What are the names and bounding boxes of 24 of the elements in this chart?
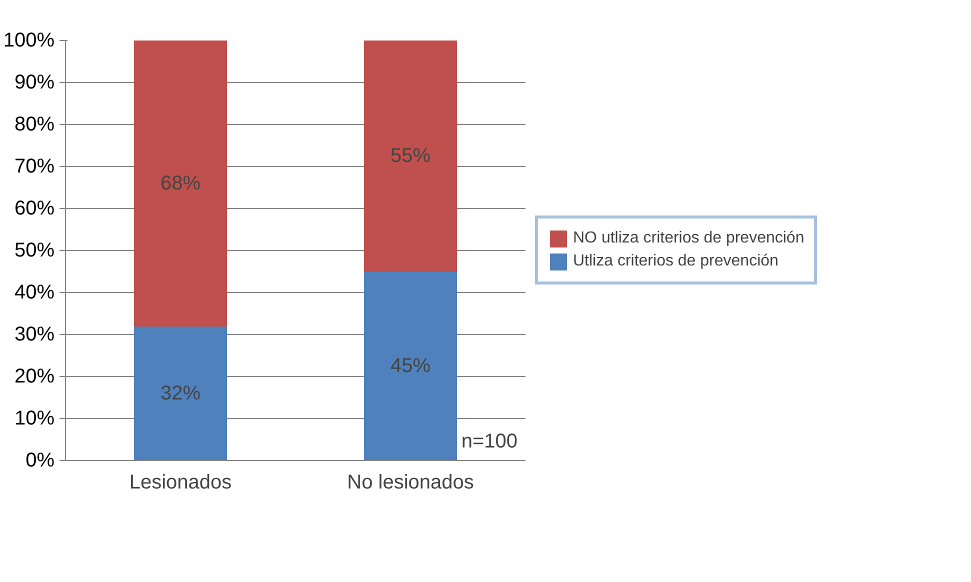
y-tick-label: 60% (14, 198, 55, 220)
data-label: 68% (160, 172, 201, 194)
y-tick-label: 0% (26, 450, 55, 472)
annotation: n=100 (461, 430, 518, 452)
data-label: 32% (160, 382, 201, 404)
y-tick-label: 80% (14, 114, 55, 136)
x-tick-label: No lesionados (347, 472, 474, 494)
y-tick-label: 90% (14, 72, 55, 94)
y-tick-label: 20% (14, 366, 55, 388)
legend-label: NO utliza criterios de prevención (573, 230, 804, 248)
y-tick-label: 70% (14, 156, 55, 178)
data-label: 55% (390, 145, 431, 167)
y-tick-label: 40% (14, 282, 55, 304)
x-tick-label: Lesionados (129, 472, 232, 494)
bar (364, 40, 457, 272)
bar (134, 40, 227, 327)
bar (364, 271, 457, 460)
y-tick-label: 30% (14, 324, 55, 346)
legend-label: Utliza criterios de prevención (573, 252, 778, 270)
y-tick-label: 10% (14, 408, 55, 430)
data-label: 45% (390, 355, 431, 377)
bar (134, 326, 227, 460)
y-tick-label: 50% (14, 240, 55, 262)
y-tick-label: 100% (3, 30, 55, 52)
